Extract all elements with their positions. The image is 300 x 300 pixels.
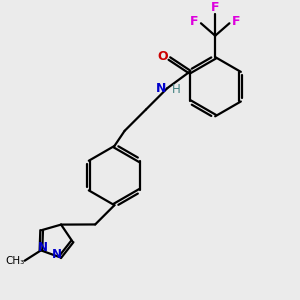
Text: O: O xyxy=(157,50,168,63)
Text: H: H xyxy=(172,83,181,96)
Text: N: N xyxy=(52,248,62,261)
Text: F: F xyxy=(232,15,240,28)
Text: N: N xyxy=(156,82,166,95)
Text: CH₃: CH₃ xyxy=(5,256,25,266)
Text: F: F xyxy=(211,1,219,14)
Text: N: N xyxy=(38,241,47,254)
Text: F: F xyxy=(190,15,199,28)
